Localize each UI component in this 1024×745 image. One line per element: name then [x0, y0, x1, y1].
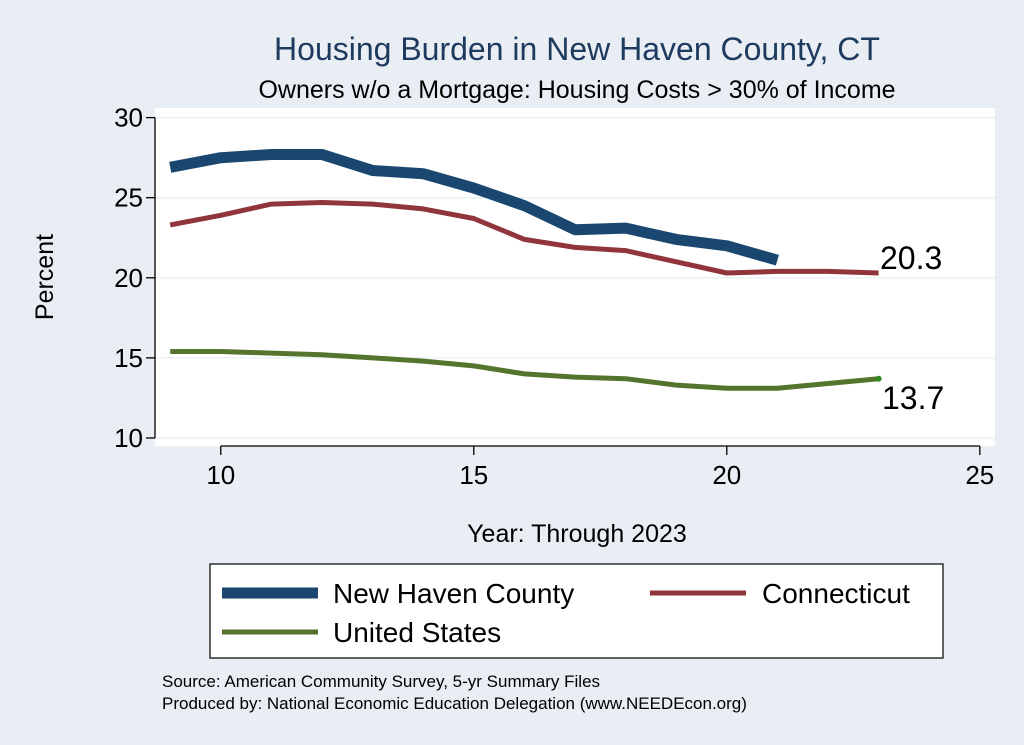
y-axis-ticks: 10 15 20 25 30: [114, 103, 155, 453]
x-tick-label-10: 10: [206, 460, 235, 490]
end-label-united-states: 13.7: [882, 380, 944, 416]
x-axis-title: Year: Through 2023: [467, 520, 687, 548]
x-tick-label-15: 15: [459, 460, 488, 490]
y-tick-label-10: 10: [114, 423, 143, 453]
y-tick-label-20: 20: [114, 263, 143, 293]
end-marker-united-states: [875, 375, 882, 382]
produced-by-note: Produced by: National Economic Education…: [162, 694, 747, 713]
gridlines: [155, 116, 995, 439]
series-lines: [169, 149, 879, 391]
y-tick-label-15: 15: [114, 343, 143, 373]
plot-area: [155, 108, 995, 446]
legend-label-connecticut: Connecticut: [762, 578, 910, 609]
x-tick-label-25: 25: [965, 460, 994, 490]
legend-label-new-haven-county: New Haven County: [333, 578, 574, 609]
series-line-united-states: [170, 349, 879, 391]
series-line-connecticut: [169, 200, 879, 276]
legend: [209, 563, 944, 659]
end-markers: [875, 375, 882, 382]
x-axis-ticks: 10 15 20 25: [206, 446, 994, 490]
chart-subtitle: Owners w/o a Mortgage: Housing Costs > 3…: [258, 76, 895, 104]
source-note: Source: American Community Survey, 5-yr …: [162, 672, 600, 691]
y-tick-label-30: 30: [114, 103, 143, 133]
y-tick-label-25: 25: [114, 183, 143, 213]
y-axis-title: Percent: [31, 234, 59, 320]
end-label-connecticut: 20.3: [880, 240, 942, 276]
x-tick-label-20: 20: [712, 460, 741, 490]
series-line-new-haven-county: [169, 149, 779, 266]
chart-title: Housing Burden in New Haven County, CT: [274, 31, 880, 67]
legend-label-united-states: United States: [333, 617, 501, 648]
